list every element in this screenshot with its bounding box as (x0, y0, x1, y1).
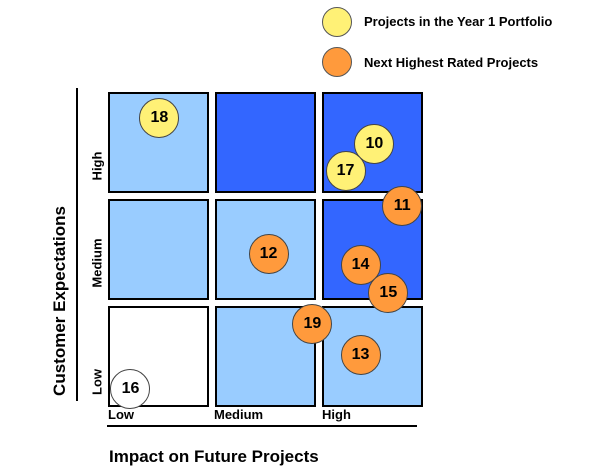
y-tick-high: High (89, 151, 105, 181)
cell-high-expect-medium-impact (215, 92, 316, 193)
cell-low-expect-high-impact (322, 306, 423, 407)
project-13-bubble: 13 (340, 335, 381, 376)
x-axis-line (107, 425, 417, 427)
legend-label-next: Next Highest Rated Projects (364, 55, 539, 70)
legend-marker-next (322, 47, 352, 77)
x-tick-medium: Medium (214, 407, 264, 422)
y-tick-medium: Medium (89, 238, 105, 288)
project-14-bubble: 14 (340, 245, 381, 286)
x-tick-high: High (322, 407, 351, 422)
project-17-bubble: 17 (325, 151, 366, 192)
legend-marker-year1 (322, 7, 352, 37)
project-18-bubble: 18 (139, 97, 180, 138)
cell-medium-expect-low-impact (108, 199, 209, 300)
y-axis-title: Customer Expectations (50, 206, 69, 396)
project-12-bubble: 12 (248, 233, 289, 274)
x-axis-title: Impact on Future Projects (109, 447, 319, 466)
legend-label-year1: Projects in the Year 1 Portfolio (364, 14, 553, 29)
y-axis-line (76, 88, 78, 401)
project-15-bubble: 15 (368, 273, 409, 314)
project-11-bubble: 11 (382, 186, 423, 227)
x-tick-low: Low (108, 407, 134, 422)
y-tick-low: Low (89, 369, 105, 395)
project-19-bubble: 19 (292, 304, 333, 345)
project-16-bubble: 16 (110, 369, 151, 410)
